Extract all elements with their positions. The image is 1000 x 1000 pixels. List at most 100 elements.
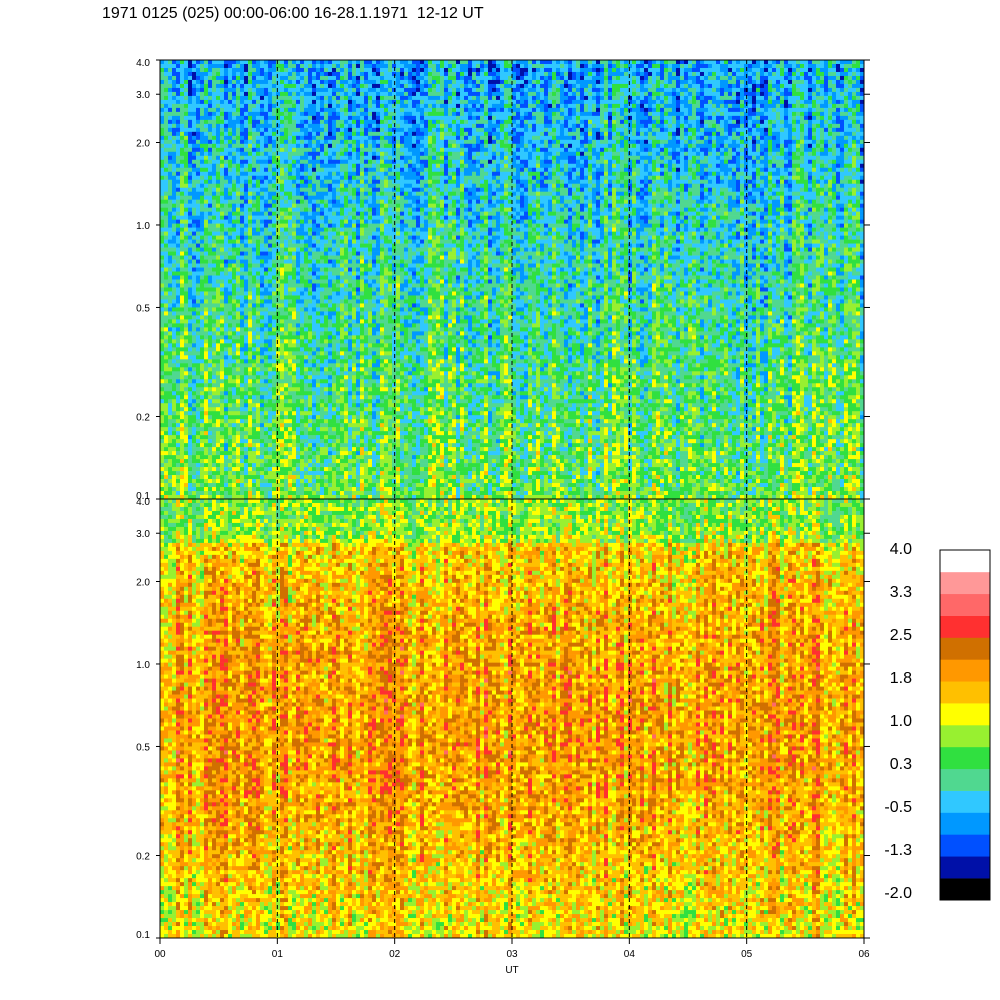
heatmap-cell [260,243,265,248]
heatmap-cell [280,443,285,448]
heatmap-cell [220,451,225,456]
heatmap-cell [256,163,261,169]
heatmap-cell [276,227,281,232]
heatmap-cell [316,259,321,264]
heatmap-cell [332,231,337,236]
heatmap-cell [268,135,273,141]
heatmap-cell [276,79,281,85]
heatmap-cell [304,419,309,424]
heatmap-cell [160,87,165,93]
heatmap-cell [292,143,297,149]
heatmap-cell [256,347,261,352]
heatmap-cell [328,231,333,236]
heatmap-cell [276,379,281,384]
heatmap-cell [228,443,233,448]
heatmap-cell [240,235,245,240]
heatmap-cell [288,463,293,468]
heatmap-cell [332,463,337,468]
heatmap-cell [332,179,337,185]
heatmap-cell [252,199,257,204]
heatmap-cell [240,467,245,472]
heatmap-cell [220,395,225,400]
heatmap-cell [212,263,217,268]
heatmap-cell [164,423,169,428]
heatmap-cell [244,463,249,468]
heatmap-cell [308,399,313,404]
heatmap-cell [332,391,337,396]
heatmap-cell [164,155,169,161]
heatmap-cell [176,67,181,73]
heatmap-cell [280,139,285,145]
heatmap-cell [252,283,257,288]
heatmap-cell [312,351,317,356]
heatmap-cell [184,347,189,352]
heatmap-cell [284,123,289,129]
heatmap-cell [260,147,265,153]
heatmap-cell [268,287,273,292]
heatmap-cell [224,359,229,364]
heatmap-cell [256,207,261,212]
heatmap-cell [244,443,249,448]
heatmap-cell [304,363,309,368]
heatmap-cell [172,215,177,220]
heatmap-cell [272,351,277,356]
heatmap-cell [184,375,189,380]
heatmap-cell [276,283,281,288]
heatmap-cell [236,355,241,360]
heatmap-cell [252,83,257,89]
heatmap-cell [244,475,249,480]
heatmap-cell [288,419,293,424]
heatmap-cell [220,231,225,236]
heatmap-cell [288,367,293,372]
heatmap-cell [208,75,213,81]
heatmap-cell [336,491,341,496]
heatmap-cell [264,163,269,169]
heatmap-cell [316,171,321,177]
heatmap-cell [316,239,321,244]
heatmap-cell [208,407,213,412]
heatmap-cell [172,395,177,400]
heatmap-cell [328,263,333,268]
heatmap-cell [280,483,285,488]
heatmap-cell [324,475,329,480]
heatmap-cell [312,199,317,204]
heatmap-cell [264,115,269,121]
heatmap-cell [288,163,293,169]
heatmap-cell [296,159,301,165]
heatmap-cell [172,107,177,113]
heatmap-cell [236,475,241,480]
heatmap-cell [268,123,273,129]
heatmap-cell [220,139,225,145]
heatmap-cell [232,231,237,236]
heatmap-cell [192,119,197,125]
heatmap-cell [164,283,169,288]
heatmap-cell [248,67,253,73]
heatmap-cell [244,235,249,240]
heatmap-cell [280,263,285,268]
heatmap-cell [336,327,341,332]
heatmap-cell [244,207,249,212]
heatmap-cell [200,267,205,272]
heatmap-cell [280,183,285,189]
heatmap-cell [316,447,321,452]
heatmap-cell [304,451,309,456]
heatmap-cell [220,411,225,416]
heatmap-cell [160,471,165,476]
heatmap-cell [228,439,233,444]
heatmap-cell [160,63,165,69]
heatmap-cell [164,219,169,224]
heatmap-cell [240,99,245,105]
heatmap-cell [296,299,301,304]
heatmap-cell [232,203,237,208]
heatmap-cell [160,463,165,468]
heatmap-cell [168,83,173,89]
heatmap-cell [216,459,221,464]
heatmap-cell [248,291,253,296]
heatmap-cell [244,467,249,472]
heatmap-cell [224,391,229,396]
heatmap-cell [176,359,181,364]
heatmap-cell [300,111,305,117]
heatmap-cell [276,427,281,432]
heatmap-cell [292,203,297,208]
heatmap-cell [312,371,317,376]
